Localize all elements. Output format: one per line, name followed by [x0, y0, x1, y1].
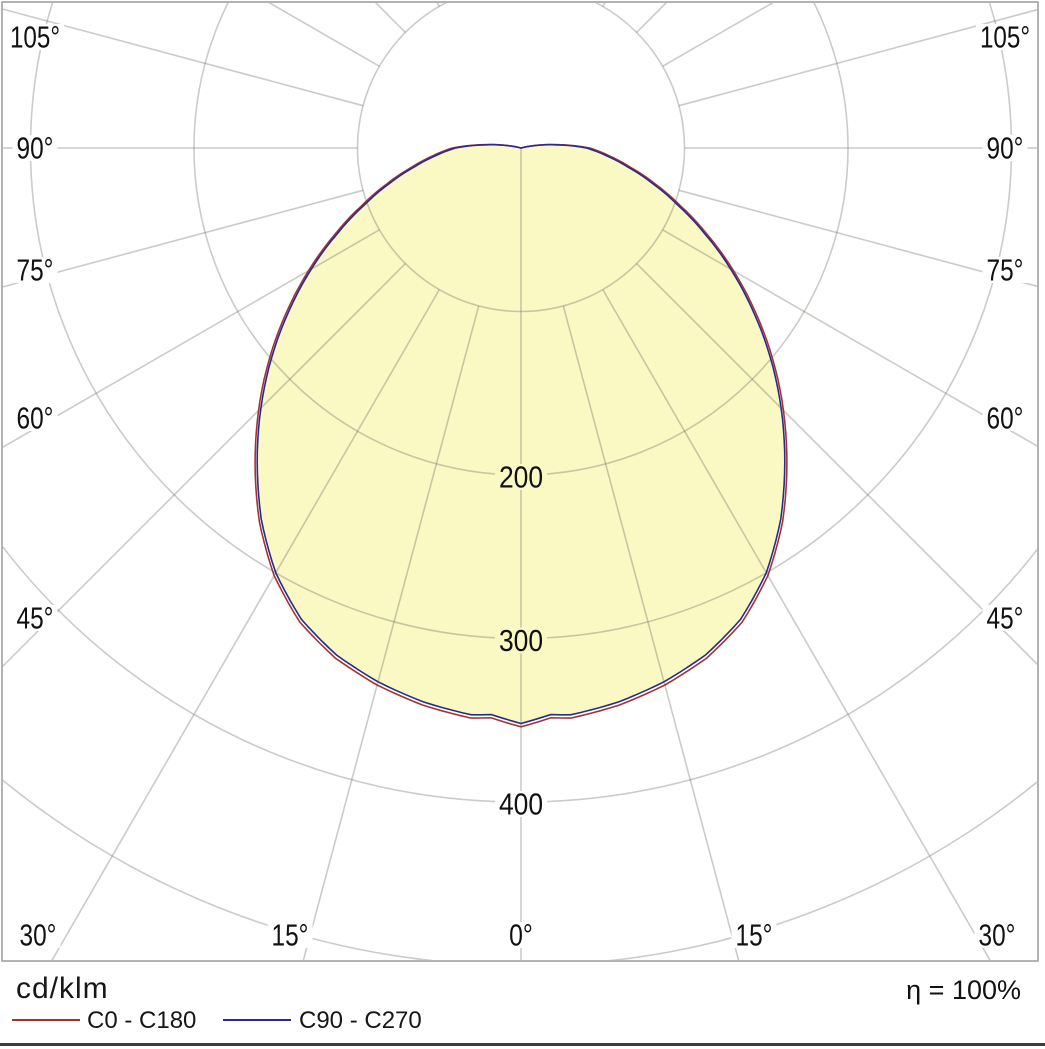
polar-chart-svg: 105° 90° 75° 60° 45° 105° 90° 75° 60° 45° 30° 15° 0°… — [1, 1, 1039, 962]
efficiency-label: η = 100% — [906, 975, 1021, 1005]
curves-layer — [254, 143, 788, 728]
ring-label-400: 400 — [499, 787, 543, 822]
angle-label-bottom-0-bg — [15, 922, 61, 948]
polar-diagram-area: 105° 90° 75° 60° 45° 105° 90° 75° 60° 45° 30° 15° 0°… — [1, 1, 1039, 962]
angle-label-right-105°-bg — [976, 24, 1035, 50]
angle-label-left-75°-bg — [12, 257, 58, 283]
grid-spoke-left-60 — [3, 229, 380, 449]
angle-label-left-90°: 90° — [17, 131, 54, 166]
angle-label-left-105°-bg — [6, 24, 65, 50]
angle-label-left-60°-bg — [12, 405, 58, 431]
grid-spoke-left-75 — [3, 189, 364, 288]
angle-label-bottom-0: 30° — [20, 918, 57, 953]
angle-label-right-75°: 75° — [987, 253, 1024, 288]
angle-label-right-90°: 90° — [987, 131, 1024, 166]
angle-label-bottom-3: 15° — [736, 918, 773, 953]
angle-label-bottom-4: 30° — [979, 918, 1016, 953]
footer-divider-bar — [0, 1043, 1045, 1046]
distribution-curve-c90-c270 — [256, 143, 786, 725]
angle-label-bottom-2: 0° — [509, 918, 533, 953]
legend-label-c90-c270: C90 - C270 — [299, 1007, 422, 1034]
angle-label-bottom-1: 15° — [272, 918, 309, 953]
grid-spoke-left-15 — [302, 305, 480, 960]
angle-label-left-105°: 105° — [10, 20, 60, 55]
grid-spoke-left-30 — [51, 289, 440, 960]
grid-spoke-right-30 — [602, 289, 991, 960]
angle-label-right-45°-bg — [982, 605, 1028, 631]
angle-label-right-105°: 105° — [980, 20, 1030, 55]
light-distribution-fill — [257, 144, 785, 724]
grid-spoke-right-60 — [662, 229, 1037, 447]
distribution-curve-c0-c180 — [254, 143, 788, 728]
angle-label-bottom-1-bg — [267, 922, 313, 948]
plot-frame — [1, 1, 1039, 962]
grid-ring-100 — [356, 3, 686, 313]
angle-label-right-60°-bg — [982, 405, 1028, 431]
polar-grid — [3, 3, 1037, 960]
grid-spoke-right-45 — [636, 263, 1037, 666]
ring-label-200: 200 — [499, 460, 543, 495]
angle-label-left-90°-bg — [12, 135, 58, 161]
angle-label-left-45°: 45° — [17, 601, 54, 636]
grid-spoke-left-105 — [3, 8, 364, 107]
grid-spoke-right-15 — [562, 305, 740, 960]
ring-label-300-bg — [494, 627, 547, 654]
angle-label-right-60°: 60° — [987, 401, 1024, 436]
angle-label-left-45°-bg — [12, 605, 58, 631]
angle-label-left-75°: 75° — [17, 253, 54, 288]
legend-line-c0-c180 — [12, 1019, 80, 1021]
angle-label-right-45°: 45° — [987, 601, 1024, 636]
angle-label-bottom-3-bg — [731, 922, 777, 948]
curve-fill-layer — [257, 144, 785, 724]
angle-label-left-60°: 60° — [17, 401, 54, 436]
grid-spoke-right-105 — [678, 8, 1037, 107]
ring-label-200-bg — [494, 464, 547, 490]
grid-spoke-left-45 — [3, 263, 406, 668]
ring-label-400-bg — [494, 791, 547, 817]
legend-label-c0-c180: C0 - C180 — [87, 1007, 197, 1034]
angle-label-bottom-4-bg — [974, 922, 1020, 948]
grid-spoke-right-75 — [678, 189, 1037, 288]
legend-line-c90-c270 — [223, 1019, 291, 1021]
ring-label-300: 300 — [499, 623, 543, 658]
unit-label: cd/klm — [16, 972, 109, 1005]
angle-label-right-75°-bg — [982, 257, 1028, 283]
axis-labels: 105° 90° 75° 60° 45° 105° 90° 75° 60° 45° 30° 15° 0°… — [6, 20, 1035, 953]
angle-label-bottom-2-bg — [505, 922, 537, 948]
angle-label-right-90°-bg — [982, 135, 1028, 161]
